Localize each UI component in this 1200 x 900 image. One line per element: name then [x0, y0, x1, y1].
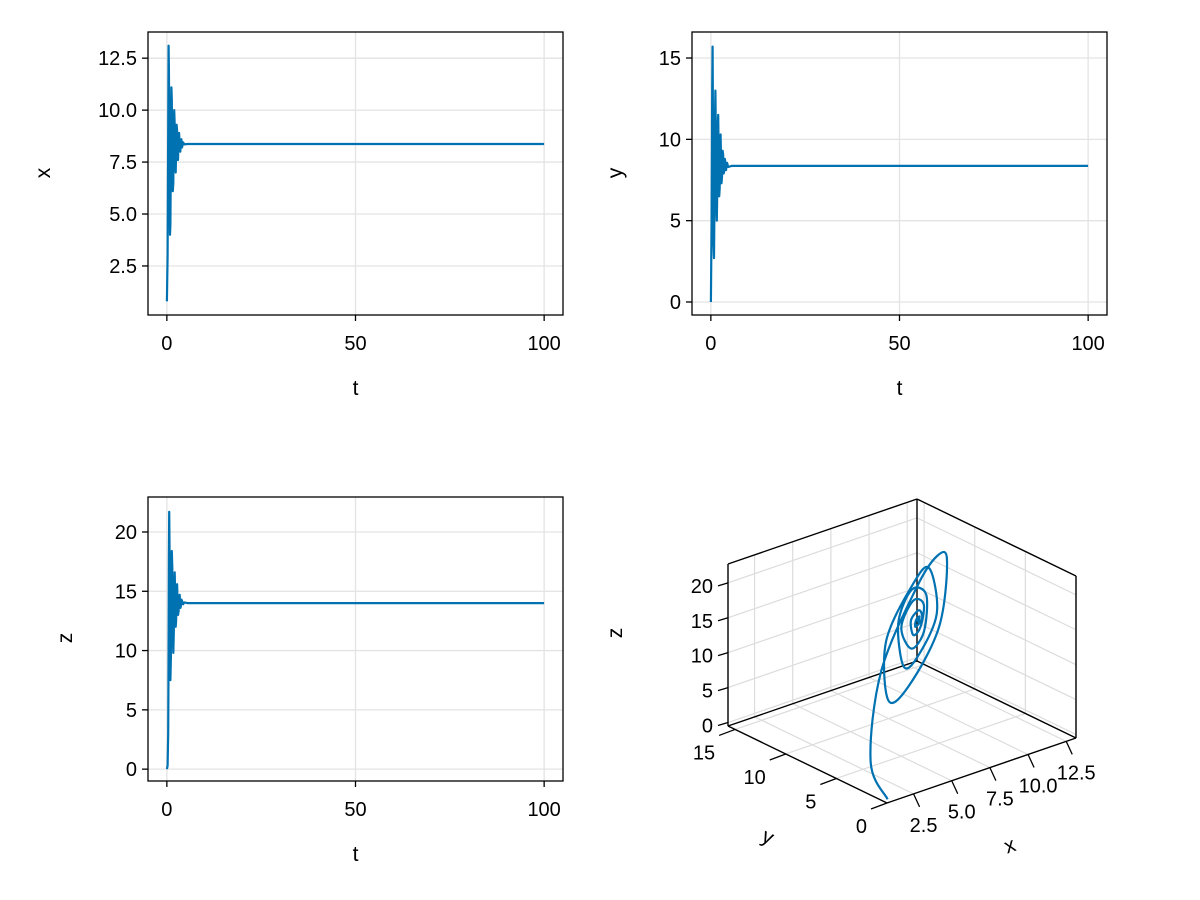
- y-tick-label: 10: [743, 767, 765, 789]
- x-tick-label: 100: [1071, 333, 1104, 355]
- z-tick: [717, 582, 729, 587]
- y-tick-label: 15: [693, 742, 715, 764]
- x-tick-label: 5.0: [948, 802, 976, 824]
- grid-line-z: [727, 517, 918, 584]
- grid-line-z: [916, 656, 1077, 736]
- x-tick: [989, 767, 997, 781]
- y-tick-label: 0: [126, 759, 137, 781]
- x-tick-label: 50: [344, 799, 366, 821]
- grid-line-x: [906, 663, 1067, 742]
- y-tick-label: 0: [856, 816, 867, 838]
- y-tick-label: 12.5: [98, 48, 137, 70]
- axis-frame-edge: [916, 498, 1077, 577]
- grid-line-z: [727, 656, 918, 724]
- x-tick-label: 12.5: [1057, 762, 1096, 784]
- axis-frame: [147, 496, 564, 782]
- z-tick-label: 0: [702, 716, 713, 738]
- grid-line-z: [916, 622, 1077, 701]
- x-tick-label: 100: [527, 333, 560, 355]
- x-tick-label: 50: [888, 333, 910, 355]
- series-line-x: [165, 44, 545, 302]
- x-axis-label: t: [897, 377, 903, 400]
- trajectory-3d-line: [869, 550, 949, 800]
- y-tick-label: 7.5: [109, 152, 137, 174]
- y-tick-label: 20: [115, 522, 137, 544]
- x-tick-label: 100: [527, 799, 560, 821]
- x-tick-label: 0: [161, 333, 172, 355]
- panel-z-vs-t: 0 50 100 0 5 10 15 20 t z: [54, 496, 564, 866]
- grid-line-x: [830, 690, 991, 769]
- grid-line-y: [785, 688, 975, 755]
- y-tick-label: 5.0: [109, 204, 137, 226]
- grid-line-y: [734, 663, 925, 731]
- grid-line-x: [792, 703, 952, 782]
- grid-line-x: [868, 676, 1029, 756]
- y-tick-label: 5: [805, 791, 816, 813]
- axis-frame-edge: [727, 498, 918, 565]
- panel-y-vs-t: 0 50 100 0 5 10 15 t y: [604, 31, 1108, 400]
- y-tick: [769, 753, 786, 761]
- y-tick: [718, 728, 736, 737]
- x-tick: [912, 793, 921, 808]
- y-tick-label: 2.5: [109, 256, 137, 278]
- x-tick-label: 7.5: [986, 789, 1014, 811]
- z-tick: [717, 652, 729, 657]
- x-axis-label: t: [353, 377, 359, 400]
- y-tick-label: 10.0: [98, 100, 137, 122]
- z-tick-label: 10: [691, 646, 713, 668]
- y-tick-label: 0: [670, 292, 681, 314]
- grid-line-z: [916, 517, 1077, 596]
- y-tick-label: 10: [115, 641, 137, 663]
- y-tick-label: 15: [115, 581, 137, 603]
- z-tick: [717, 686, 729, 692]
- x-tick-label: 50: [344, 333, 366, 355]
- y-tick-label: 5: [670, 211, 681, 233]
- y-tick-label: 5: [126, 700, 137, 722]
- x-tick-label: 0: [161, 799, 172, 821]
- grid-line-z: [916, 552, 1077, 631]
- grid-line-z: [727, 587, 918, 654]
- grid-line-z: [727, 622, 918, 689]
- y-tick: [870, 802, 888, 810]
- grid-line-x: [754, 716, 914, 795]
- series-line-z: [165, 510, 545, 770]
- x-axis-label: t: [353, 843, 359, 866]
- y-tick-label: 10: [659, 129, 681, 151]
- y-tick-label: 15: [659, 48, 681, 70]
- z-tick: [717, 617, 729, 622]
- x-tick: [1027, 754, 1035, 768]
- y-axis-label: x: [32, 167, 55, 178]
- axis-frame-edge: [886, 737, 1077, 804]
- x-tick-label: 0: [705, 333, 716, 355]
- x-tick: [1065, 741, 1073, 755]
- axis-frame-edge: [727, 725, 888, 804]
- axis-frame-edge: [727, 660, 918, 727]
- z-tick: [717, 721, 729, 727]
- z-tick-label: 15: [691, 611, 713, 633]
- axis-frame-edge: [916, 660, 1077, 739]
- grid-line-y: [836, 712, 1026, 780]
- z-tick-label: 5: [702, 681, 713, 703]
- grid-line-z: [727, 552, 918, 619]
- panel-x-vs-t: 0 50 100 2.5 5.0 7.5 10.0 12.5 t x: [32, 31, 564, 400]
- z-axis-label: z: [604, 628, 627, 639]
- x-tick-label: 10.0: [1019, 775, 1058, 797]
- x-tick: [951, 780, 959, 795]
- y-axis-label: z: [54, 633, 77, 644]
- y-axis-label: y: [604, 167, 627, 178]
- axis-frame: [691, 31, 1108, 316]
- x-tick-label: 2.5: [910, 815, 938, 837]
- series-line-y: [709, 45, 1089, 303]
- axis-frame: [147, 31, 564, 316]
- z-tick-label: 20: [691, 576, 713, 598]
- y-tick: [820, 777, 837, 786]
